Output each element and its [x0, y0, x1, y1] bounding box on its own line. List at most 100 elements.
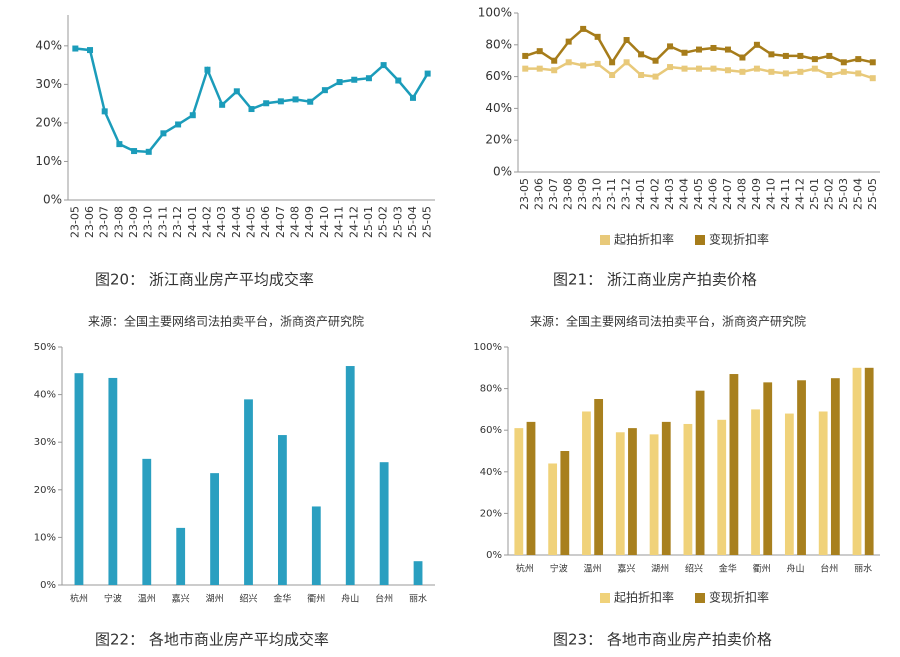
- x-tick-label: 24-06: [259, 206, 272, 238]
- x-tick-label: 23-10: [591, 178, 604, 210]
- x-tick-label: 湖州: [651, 564, 669, 575]
- marker: [145, 148, 152, 155]
- x-tick-label: 24-07: [721, 178, 734, 210]
- x-tick-label: 23-07: [547, 178, 560, 210]
- marker: [652, 57, 659, 64]
- bar: [548, 463, 558, 555]
- marker: [869, 75, 876, 82]
- x-tick-label: 24-09: [750, 178, 763, 210]
- marker: [536, 65, 543, 72]
- x-tick-label: 宁波: [104, 593, 122, 605]
- marker: [609, 59, 616, 66]
- x-tick-label: 24-04: [678, 178, 691, 210]
- bar: [864, 367, 874, 555]
- bar: [379, 462, 389, 585]
- marker: [768, 68, 775, 75]
- marker: [594, 33, 601, 40]
- marker: [638, 51, 645, 58]
- bar: [560, 451, 570, 555]
- marker: [623, 37, 630, 44]
- x-tick-label: 台州: [375, 593, 393, 605]
- x-tick-label: 24-08: [735, 178, 748, 210]
- marker: [321, 87, 328, 94]
- x-tick-label: 24-07: [274, 206, 287, 238]
- x-tick-label: 嘉兴: [617, 563, 635, 575]
- x-tick-label: 24-03: [215, 206, 228, 238]
- y-tick-label: 80%: [485, 37, 512, 51]
- marker: [696, 65, 702, 72]
- x-tick-label: 25-03: [391, 206, 404, 238]
- bar: [311, 506, 321, 585]
- x-tick-label: 舟山: [341, 593, 359, 605]
- y-tick-label: 80%: [480, 384, 502, 395]
- bar: [210, 473, 219, 585]
- x-tick-label: 24-01: [186, 206, 199, 238]
- bar: [695, 390, 705, 555]
- marker: [365, 75, 372, 82]
- source: 来源：全国主要网络司法拍卖平台，浙商资产研究院: [530, 314, 806, 329]
- marker: [739, 68, 746, 75]
- marker: [189, 112, 196, 119]
- bar: [514, 428, 524, 555]
- x-tick-label: 23-09: [127, 206, 140, 238]
- x-tick-label: 23-05: [68, 206, 81, 238]
- marker: [652, 73, 659, 80]
- x-tick-label: 绍兴: [239, 593, 257, 605]
- x-tick-label: 23-05: [518, 178, 531, 210]
- x-tick-label: 衢州: [307, 593, 325, 605]
- y-tick-label: 40%: [35, 38, 62, 52]
- marker: [811, 65, 818, 72]
- x-tick-label: 25-03: [837, 178, 850, 210]
- marker: [696, 46, 702, 53]
- marker: [522, 52, 529, 59]
- marker: [263, 100, 270, 107]
- x-tick-label: 24-12: [793, 178, 806, 210]
- marker: [797, 68, 804, 75]
- marker: [710, 44, 717, 51]
- marker: [753, 41, 760, 48]
- marker: [395, 77, 402, 84]
- marker: [336, 79, 343, 86]
- marker: [797, 52, 804, 59]
- bar: [526, 421, 536, 555]
- marker: [855, 56, 862, 63]
- x-tick-label: 24-02: [649, 178, 662, 210]
- marker: [565, 59, 572, 66]
- x-tick-label: 23-06: [533, 178, 546, 210]
- x-tick-label: 23-06: [83, 206, 96, 238]
- marker: [667, 43, 674, 50]
- y-tick-label: 0%: [493, 165, 512, 179]
- y-tick-label: 100%: [478, 6, 512, 20]
- marker: [724, 67, 731, 74]
- x-tick-label: 25-04: [406, 206, 419, 238]
- caption: 图23： 各地市商业房产拍卖价格: [553, 631, 772, 649]
- marker: [609, 72, 616, 79]
- bar: [818, 411, 828, 555]
- marker: [782, 70, 789, 77]
- x-tick-label: 24-11: [779, 178, 792, 210]
- x-tick-label: 24-01: [634, 178, 647, 210]
- x-tick-label: 25-01: [808, 178, 821, 210]
- caption: 图22： 各地市商业房产平均成交率: [95, 631, 329, 649]
- bar: [615, 432, 625, 555]
- marker: [72, 45, 79, 52]
- bar: [729, 374, 739, 555]
- x-tick-label: 23-12: [171, 206, 184, 238]
- bar: [763, 382, 773, 555]
- bar: [784, 413, 794, 555]
- marker: [681, 65, 688, 72]
- x-tick-label: 金华: [719, 563, 737, 575]
- x-tick-label: 衢州: [753, 563, 771, 575]
- y-tick-label: 40%: [480, 467, 502, 478]
- x-tick-label: 25-02: [377, 206, 390, 238]
- marker: [594, 60, 601, 67]
- y-tick-label: 40%: [485, 101, 512, 115]
- marker: [219, 101, 226, 108]
- bar: [797, 380, 806, 555]
- line: [75, 47, 429, 154]
- bar: [345, 366, 355, 585]
- bar: [582, 411, 591, 555]
- marker: [855, 70, 862, 77]
- x-tick-label: 台州: [820, 563, 838, 575]
